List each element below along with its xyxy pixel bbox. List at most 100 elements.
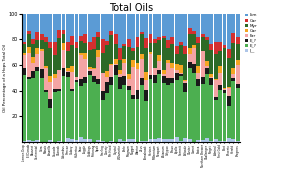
Bar [183, 92, 187, 138]
Bar [70, 139, 74, 142]
Bar [223, 141, 226, 142]
Bar [62, 43, 65, 50]
Bar [92, 14, 96, 37]
Bar [136, 90, 139, 99]
Bar [66, 14, 70, 42]
Bar [114, 74, 118, 142]
Bar [188, 62, 192, 68]
Bar [57, 14, 61, 30]
Bar [149, 14, 152, 34]
Bar [210, 77, 213, 78]
Bar [40, 78, 44, 142]
Bar [170, 68, 174, 78]
Bar [49, 99, 52, 108]
Bar [36, 54, 39, 67]
Bar [57, 141, 61, 142]
Bar [36, 48, 39, 54]
Bar [114, 59, 118, 64]
Bar [162, 76, 165, 83]
Bar [144, 141, 148, 142]
Bar [118, 89, 122, 139]
Bar [110, 65, 113, 77]
Bar [227, 88, 231, 96]
Bar [183, 46, 187, 54]
Bar [136, 63, 139, 69]
Bar [110, 141, 113, 142]
Bar [118, 139, 122, 142]
Bar [44, 90, 48, 92]
Bar [201, 140, 205, 142]
Bar [83, 59, 87, 77]
Bar [231, 81, 235, 139]
Bar [131, 67, 135, 95]
Bar [88, 67, 91, 69]
Bar [27, 79, 30, 140]
Bar [92, 37, 96, 49]
Bar [53, 74, 57, 78]
Bar [144, 47, 148, 72]
Bar [44, 42, 48, 66]
Bar [197, 37, 200, 42]
Bar [136, 14, 139, 37]
Bar [170, 14, 174, 37]
Bar [22, 55, 26, 68]
Bar [210, 85, 213, 141]
Bar [105, 93, 109, 142]
Bar [83, 43, 87, 53]
Bar [218, 85, 222, 90]
Bar [22, 44, 26, 54]
Bar [236, 60, 239, 65]
Bar [96, 32, 100, 38]
Bar [75, 82, 78, 140]
Bar [166, 14, 170, 40]
Bar [192, 45, 196, 48]
Bar [53, 55, 57, 74]
Bar [131, 99, 135, 139]
Bar [22, 75, 26, 141]
Bar [118, 71, 122, 74]
Bar [22, 54, 26, 55]
Bar [162, 70, 165, 74]
Bar [223, 48, 226, 88]
Bar [114, 35, 118, 44]
Bar [96, 14, 100, 32]
Bar [101, 53, 104, 73]
Bar [218, 141, 222, 142]
Bar [70, 91, 74, 139]
Bar [110, 14, 113, 31]
Bar [175, 80, 178, 137]
Bar [49, 42, 52, 48]
Bar [205, 61, 209, 65]
Bar [162, 139, 165, 142]
Bar [96, 57, 100, 80]
Bar [157, 74, 161, 138]
Bar [183, 54, 187, 80]
Bar [105, 71, 109, 77]
Bar [44, 68, 48, 90]
Bar [192, 73, 196, 142]
Bar [40, 51, 44, 69]
Bar [27, 77, 30, 79]
Bar [70, 72, 74, 89]
Bar [201, 84, 205, 140]
Bar [149, 43, 152, 52]
Bar [66, 42, 70, 51]
Bar [27, 140, 30, 142]
Bar [114, 65, 118, 74]
Bar [105, 14, 109, 41]
Bar [31, 141, 35, 142]
Bar [88, 71, 91, 75]
Bar [92, 49, 96, 68]
Bar [149, 54, 152, 75]
Bar [205, 68, 209, 74]
Bar [79, 137, 83, 142]
Bar [75, 42, 78, 48]
Bar [192, 14, 196, 31]
Bar [231, 74, 235, 78]
Bar [162, 74, 165, 77]
Bar [92, 69, 96, 75]
Bar [157, 37, 161, 40]
Bar [101, 100, 104, 141]
Bar [92, 75, 96, 82]
Bar [83, 35, 87, 43]
